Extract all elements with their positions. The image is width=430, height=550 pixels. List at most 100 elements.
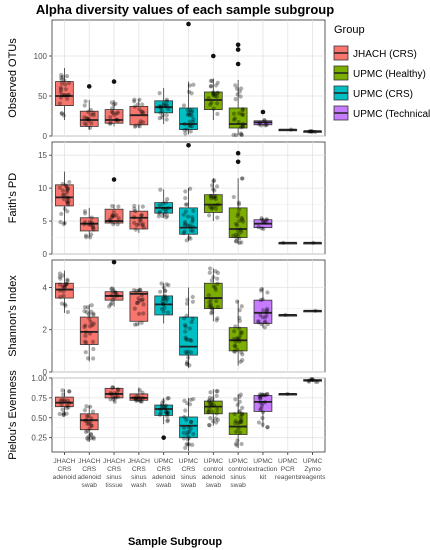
sample-point <box>82 324 87 330</box>
sample-point <box>85 305 90 310</box>
sample-point <box>91 111 96 116</box>
sample-point <box>136 311 142 317</box>
sample-point <box>166 283 171 288</box>
sample-point <box>159 403 164 408</box>
x-tick-label-line: CRS <box>157 466 172 473</box>
sample-point <box>308 129 313 134</box>
sample-point <box>64 190 70 195</box>
sample-point <box>114 111 119 116</box>
sample-point <box>58 87 64 92</box>
sample-point <box>107 217 112 222</box>
sample-point <box>58 276 63 281</box>
y-tick-label: 0.75 <box>31 394 47 403</box>
x-tick-label-line: CRS <box>182 466 197 473</box>
legend-label: UPMC (CRS) <box>353 89 413 100</box>
box-9 <box>253 287 273 330</box>
sample-point <box>84 116 89 121</box>
x-tick-label-line: JHACH <box>128 458 150 465</box>
sample-point <box>62 302 67 307</box>
sample-point <box>260 401 265 406</box>
panel-2: 0 5 10 15 Faith's PD <box>7 141 326 259</box>
sample-point <box>110 289 115 294</box>
sample-point <box>161 399 166 404</box>
sample-point <box>182 229 187 234</box>
sample-point <box>60 388 65 393</box>
sample-point <box>189 124 195 129</box>
x-tick-label-line: swab <box>230 482 246 489</box>
sample-point <box>139 298 145 303</box>
sample-point <box>84 417 89 423</box>
sample-point <box>212 203 217 208</box>
sample-point <box>239 350 244 355</box>
sample-point <box>82 222 87 227</box>
sample-point <box>157 211 162 216</box>
x-tick-label: JHACH CRS sinus tissue <box>103 458 125 489</box>
sample-point <box>238 125 244 130</box>
sample-point <box>116 204 121 209</box>
box-8 <box>228 42 248 138</box>
sample-point <box>260 315 265 320</box>
sample-point <box>184 127 189 132</box>
sample-point <box>62 93 68 98</box>
sample-point <box>88 112 93 117</box>
sample-point <box>165 411 170 416</box>
sample-point <box>161 285 166 290</box>
sample-point <box>208 401 213 406</box>
sample-point <box>83 330 88 335</box>
sample-point <box>188 337 193 342</box>
sample-point <box>88 423 94 428</box>
sample-point <box>311 240 316 245</box>
sample-point <box>164 99 170 104</box>
sample-point <box>240 405 245 410</box>
sample-point <box>86 413 91 419</box>
sample-point <box>91 225 96 230</box>
sample-point <box>263 123 268 128</box>
sample-point <box>108 219 113 224</box>
sample-point <box>190 224 195 229</box>
sample-point <box>110 385 115 390</box>
sample-point <box>84 234 89 240</box>
sample-point <box>134 397 139 402</box>
sample-point <box>61 293 66 298</box>
sample-point <box>191 82 196 87</box>
sample-point <box>58 220 63 225</box>
sample-point <box>59 92 65 98</box>
sample-point <box>262 118 267 123</box>
outlier-point <box>86 84 92 89</box>
sample-point <box>135 300 140 305</box>
sample-point <box>236 207 242 212</box>
outlier-point <box>111 259 117 265</box>
sample-point <box>257 394 262 399</box>
sample-point <box>215 270 221 276</box>
box-8 <box>228 392 248 449</box>
sample-point <box>187 402 193 407</box>
outlier-point <box>235 150 241 156</box>
sample-point <box>215 215 220 220</box>
sample-point <box>183 329 188 334</box>
outlier-point <box>111 79 117 84</box>
sample-point <box>63 281 69 286</box>
box-3 <box>104 177 124 227</box>
sample-point <box>87 331 93 336</box>
sample-point <box>213 285 218 290</box>
sample-point <box>64 281 69 287</box>
sample-point <box>239 132 244 137</box>
panel-3: 0 2 4 Shannon's Index <box>7 259 326 377</box>
sample-point <box>157 209 162 214</box>
sample-point <box>88 107 94 113</box>
sample-point <box>309 376 314 382</box>
sample-point <box>135 398 140 403</box>
sample-point <box>232 116 238 121</box>
sample-point <box>264 313 269 318</box>
sample-point <box>110 385 115 390</box>
sample-point <box>186 89 192 94</box>
sample-point <box>160 206 166 211</box>
sample-point <box>114 213 119 218</box>
sample-point <box>263 400 268 405</box>
sample-point <box>165 414 170 419</box>
sample-point <box>190 294 195 300</box>
sample-point <box>64 74 70 79</box>
sample-point <box>264 217 269 222</box>
sample-point <box>65 277 70 282</box>
sample-point <box>208 193 214 199</box>
